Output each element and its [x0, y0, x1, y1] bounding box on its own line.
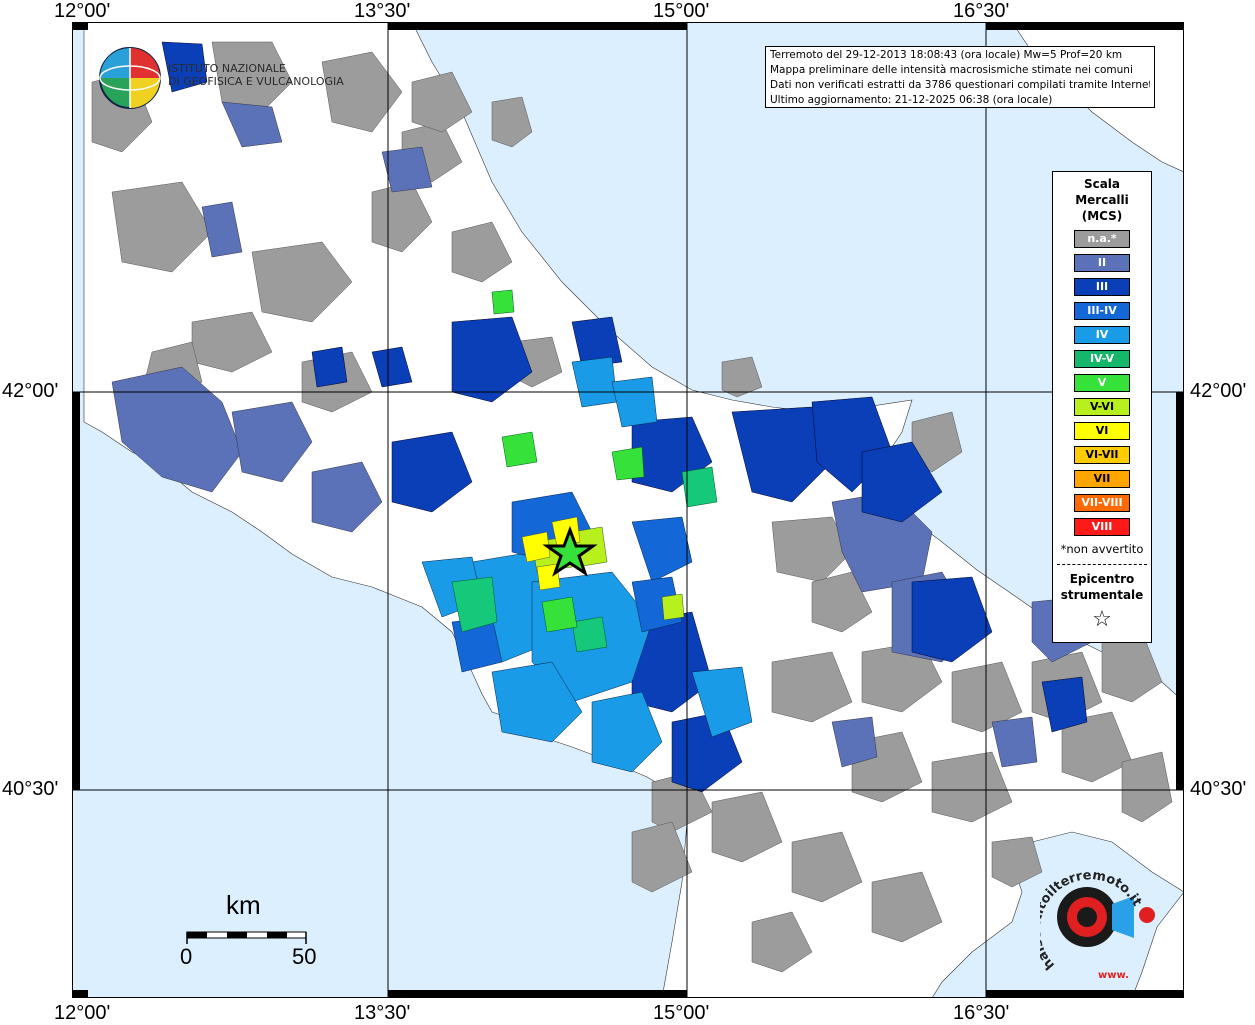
target-megaphone-icon[interactable]: [1057, 887, 1155, 947]
legend-swatch-3: III-IV: [1074, 302, 1130, 320]
legend-swatch-1: II: [1074, 254, 1130, 272]
lat-label-left-2: 40°30': [2, 778, 59, 800]
lon-label-top-4: 16°30': [953, 0, 1010, 22]
lon-label-top-3: 15°00': [653, 0, 710, 22]
map-frame: ISTITUTO NAZIONALE DI GEOFISICA E VULCAN…: [72, 22, 1184, 998]
event-info-line-1: Terremoto del 29-12-2013 18:08:43 (ora l…: [770, 49, 1123, 61]
logo-line-1: ISTITUTO NAZIONALE: [168, 62, 286, 75]
svg-text:haisentitoilterremoto.it: haisentitoilterremoto.it: [1040, 870, 1144, 972]
legend-swatch-9: VI-VII: [1074, 446, 1130, 464]
legend-swatch-5: IV-V: [1074, 350, 1130, 368]
legend-swatch-7: V-VI: [1074, 398, 1130, 416]
event-info-box: Terremoto del 29-12-2013 18:08:43 (ora l…: [765, 46, 1155, 108]
watermark-site-text: haisentitoilterremoto.it: [1040, 870, 1144, 972]
scale-unit-label: km: [226, 890, 261, 920]
legend-title-line-1: Scala: [1083, 177, 1121, 191]
lat-label-left-1: 42°00': [2, 380, 59, 402]
legend-epicenter-label: Epicentro strumentale: [1053, 571, 1151, 603]
intensity-legend: Scala Mercalli (MCS) n.a.* II III III-IV IV I…: [1052, 171, 1152, 643]
watermark-www-text: www.: [1098, 970, 1129, 980]
legend-swatch-0: n.a.*: [1074, 230, 1130, 248]
lon-label-bottom-2: 13°30': [354, 1002, 411, 1024]
legend-note: *non avvertito: [1060, 542, 1144, 556]
intensity-iv-v-areas: [451, 466, 718, 653]
lat-label-right-2: 40°30': [1190, 778, 1247, 800]
scale-min-label: 0: [180, 944, 193, 969]
legend-title-line-2: Mercalli: [1075, 193, 1129, 207]
watermark-text[interactable]: haisentitoilterremoto.it www.: [1040, 870, 1150, 980]
epicenter-star-icon[interactable]: [542, 525, 598, 577]
logo-line-2: DI GEOFISICA E VULCANOLOGIA: [168, 75, 344, 88]
lon-label-bottom-3: 15°00': [653, 1002, 710, 1024]
lat-label-right-1: 42°00': [1190, 380, 1247, 402]
legend-swatch-12: VIII: [1074, 518, 1130, 536]
event-info-line-2: Mappa preliminare delle intensità macros…: [770, 64, 1133, 76]
lon-label-top-1: 12°00': [54, 0, 111, 22]
frame-ticks: [72, 22, 1184, 998]
legend-title: Scala Mercalli (MCS): [1053, 176, 1151, 224]
calabria-land: [1131, 891, 1184, 998]
legend-swatch-11: VII-VIII: [1074, 494, 1130, 512]
legend-epicenter-line-2: strumentale: [1060, 588, 1144, 602]
intensity-map[interactable]: [72, 22, 1184, 998]
legend-swatch-4: IV: [1074, 326, 1130, 344]
intensity-na-areas: [91, 41, 1173, 973]
legend-star-icon: ☆: [1092, 607, 1112, 632]
legend-separator: [1057, 564, 1147, 565]
legend-swatch-2: III: [1074, 278, 1130, 296]
graticule: [72, 22, 1184, 998]
intensity-v-areas: [491, 289, 645, 633]
ingv-logo-text: ISTITUTO NAZIONALE DI GEOFISICA E VULCAN…: [168, 62, 344, 88]
lon-label-bottom-1: 12°00': [54, 1002, 111, 1024]
legend-swatch-8: VI: [1074, 422, 1130, 440]
scale-bar: [186, 931, 307, 944]
event-info-line-4: Ultimo aggiornamento: 21-12-2025 06:38 (…: [770, 94, 1053, 106]
legend-title-line-3: (MCS): [1081, 209, 1123, 223]
legend-items: n.a.* II III III-IV IV IV-V V V-VI VI VI-VII VII VI…: [1053, 230, 1151, 536]
intensity-iii-areas: [161, 41, 1088, 793]
legend-swatch-10: VII: [1074, 470, 1130, 488]
legend-epicenter-line-1: Epicentro: [1069, 572, 1135, 586]
event-info-line-3: Dati non verificati estratti da 3786 que…: [770, 79, 1150, 91]
ingv-globe-icon: [99, 47, 161, 109]
lon-label-bottom-4: 16°30': [953, 1002, 1010, 1024]
legend-swatch-6: V: [1074, 374, 1130, 392]
lon-label-top-2: 13°30': [354, 0, 411, 22]
scale-max-label: 50: [292, 944, 317, 969]
